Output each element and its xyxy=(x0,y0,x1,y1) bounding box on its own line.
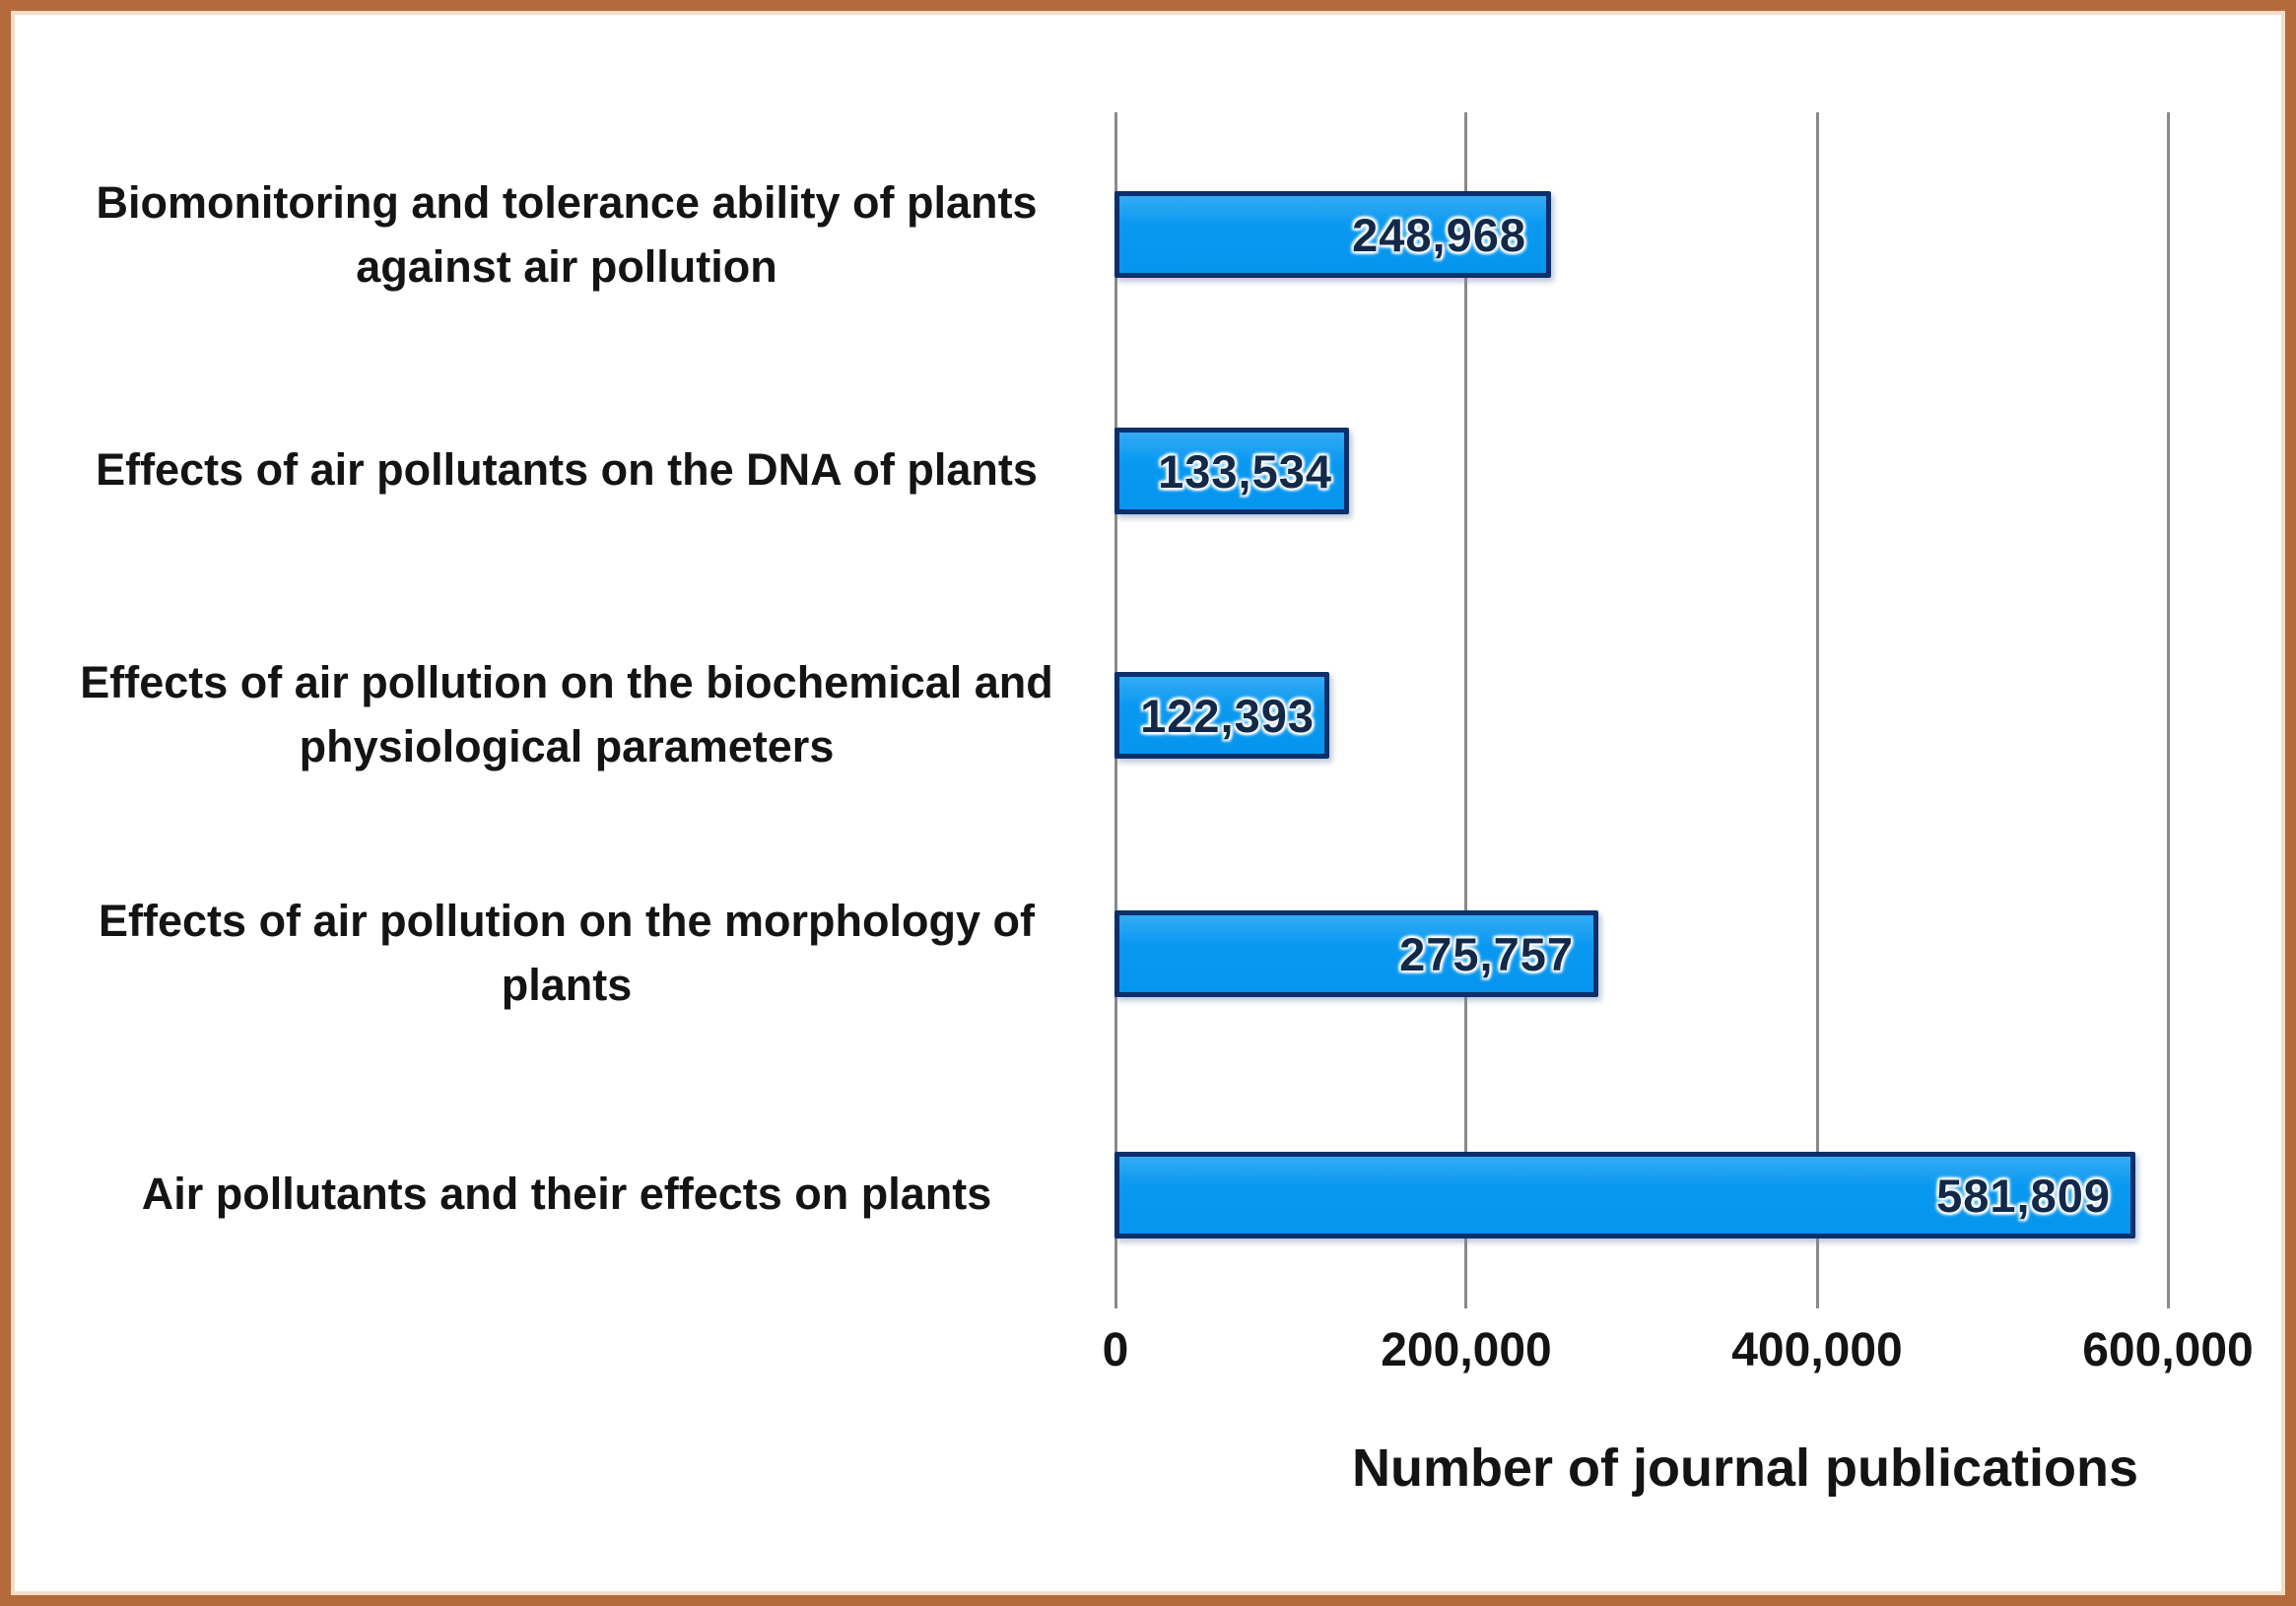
gridline-400000 xyxy=(1816,112,1819,1308)
bar-dna: 133,534 xyxy=(1114,428,1349,514)
x-axis-title: Number of journal publications xyxy=(1351,1439,2139,1498)
bar-value-label: 248,968 xyxy=(1352,208,1526,261)
category-label-morphology: Effects of air pollution on the morpholo… xyxy=(99,895,1035,1010)
bar-morphology: 275,757 xyxy=(1114,910,1598,997)
gridline-600000 xyxy=(2167,112,2170,1308)
plot-area: 248,968 133,534 122,393 275,757 581,809 xyxy=(1114,112,2285,1308)
bar-air-pollutants: 581,809 xyxy=(1114,1152,2135,1238)
bar-value-label: 133,534 xyxy=(1158,444,1332,498)
x-tick-label-600000: 600,000 xyxy=(2082,1324,2254,1376)
x-tick-label-400000: 400,000 xyxy=(1731,1324,1903,1376)
bar-biomonitoring: 248,968 xyxy=(1114,191,1551,278)
bar-biochemical: 122,393 xyxy=(1114,672,1329,759)
category-label-air-pollutants: Air pollutants and their effects on plan… xyxy=(141,1169,992,1220)
x-tick-label-200000: 200,000 xyxy=(1381,1324,1552,1376)
category-label-dna: Effects of air pollutants on the DNA of … xyxy=(96,444,1038,496)
category-label-biochemical: Effects of air pollution on the biochemi… xyxy=(80,656,1053,771)
category-label-biomonitoring: Biomonitoring and tolerance ability of p… xyxy=(96,176,1038,292)
bar-value-label: 275,757 xyxy=(1399,927,1574,980)
bar-value-label: 122,393 xyxy=(1140,689,1315,742)
gridline-200000 xyxy=(1464,112,1467,1308)
x-tick-label-0: 0 xyxy=(1102,1324,1129,1376)
bar-value-label: 581,809 xyxy=(1936,1169,2111,1222)
